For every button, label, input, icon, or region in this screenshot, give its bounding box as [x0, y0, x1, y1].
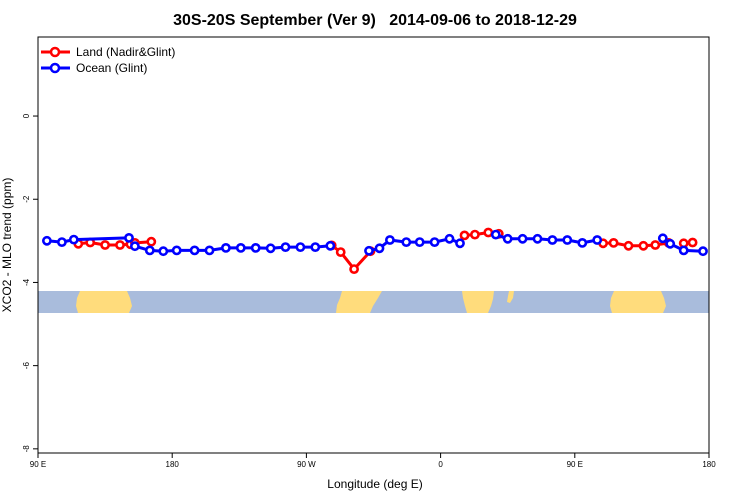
ocean-point — [68, 234, 79, 245]
y-tick-label: 0 — [22, 113, 31, 118]
y-tick-label: -6 — [22, 362, 31, 370]
ocean-point — [144, 245, 155, 256]
ocean-point — [490, 229, 501, 240]
series-ocean — [42, 229, 708, 257]
ocean-point — [592, 235, 603, 245]
legend: Land (Nadir&Glint) Ocean (Glint) — [41, 45, 175, 75]
x-tick-label: 90 W — [297, 460, 316, 469]
ocean-point — [204, 245, 215, 256]
x-axis: 90 E 180 90 W 0 90 E 180 — [30, 453, 716, 469]
ocean-point — [429, 237, 440, 247]
land-point — [100, 240, 110, 250]
land-point — [650, 240, 661, 250]
ocean-point — [678, 245, 689, 256]
ocean-point — [325, 240, 336, 251]
land-point — [469, 229, 480, 240]
land-point — [623, 240, 634, 251]
ocean-point — [280, 242, 291, 252]
legend-land-label: Land (Nadir&Glint) — [76, 45, 175, 59]
land-patch-australia — [76, 291, 132, 313]
x-tick-label: 180 — [702, 460, 716, 469]
ocean-point — [250, 242, 261, 253]
ocean-point — [310, 242, 321, 252]
y-tick-label: -8 — [22, 445, 31, 453]
land-point — [687, 237, 698, 248]
x-tick-label: 0 — [438, 460, 443, 469]
land-point — [146, 236, 157, 247]
ocean-point — [295, 242, 306, 252]
land-point — [483, 227, 494, 238]
ocean-point — [171, 245, 182, 256]
legend-ocean-label: Ocean (Glint) — [76, 61, 147, 75]
chart-title: 30S-20S September (Ver 9) 2014-09-06 to … — [173, 12, 577, 29]
land-point — [459, 230, 470, 241]
ocean-point — [698, 246, 708, 257]
ocean-point — [577, 237, 588, 248]
series-layer — [42, 227, 708, 274]
ocean-point — [265, 243, 276, 254]
ocean-point — [414, 237, 425, 247]
ocean-point — [124, 232, 134, 243]
ocean-point — [158, 246, 169, 257]
ocean-point — [502, 233, 513, 244]
ocean-point — [364, 245, 374, 256]
ocean-point — [220, 242, 231, 253]
ocean-point — [562, 235, 573, 245]
y-axis-label: XCO2 - MLO trend (ppm) — [0, 178, 14, 313]
ocean-point — [129, 241, 140, 252]
ocean-point — [384, 235, 395, 245]
y-tick-label: -2 — [22, 195, 31, 203]
legend-land-marker — [49, 46, 61, 58]
ocean-point — [401, 237, 412, 247]
ocean-point — [657, 233, 668, 244]
land-point — [335, 247, 346, 257]
surface-strip — [38, 291, 709, 313]
land-point — [349, 264, 359, 274]
land-point — [638, 240, 649, 251]
ocean-point — [42, 235, 52, 246]
legend-item-land: Land (Nadir&Glint) — [41, 45, 175, 59]
x-axis-label: Longitude (deg E) — [327, 477, 422, 491]
ocean-point — [235, 242, 246, 253]
ocean-point — [517, 233, 528, 244]
ocean-point — [547, 235, 558, 245]
ocean-point — [189, 245, 200, 256]
land-line-segment — [330, 244, 372, 271]
ocean-line-segment — [46, 236, 130, 244]
x-tick-label: 180 — [166, 460, 180, 469]
land-patch-madagascar — [507, 291, 514, 303]
land-point — [115, 240, 125, 250]
land-patch-australia-repeat — [610, 291, 666, 313]
land-patch-south-america — [336, 291, 382, 313]
ocean-point — [374, 243, 385, 254]
x-tick-label: 90 E — [567, 460, 583, 469]
y-tick-label: -4 — [22, 278, 31, 286]
ocean-point — [57, 237, 67, 247]
plot-frame — [37, 36, 710, 454]
land-patch-africa — [462, 291, 494, 313]
land-point — [608, 237, 619, 248]
y-axis: 0 -2 -4 -6 -8 — [22, 113, 38, 452]
ocean-point — [665, 238, 676, 249]
x-tick-label: 90 E — [30, 460, 46, 469]
ocean-point — [532, 233, 543, 244]
ocean-point — [444, 233, 455, 244]
legend-ocean-marker — [49, 62, 61, 74]
ocean-point — [455, 238, 465, 249]
legend-item-ocean: Ocean (Glint) — [41, 61, 147, 75]
